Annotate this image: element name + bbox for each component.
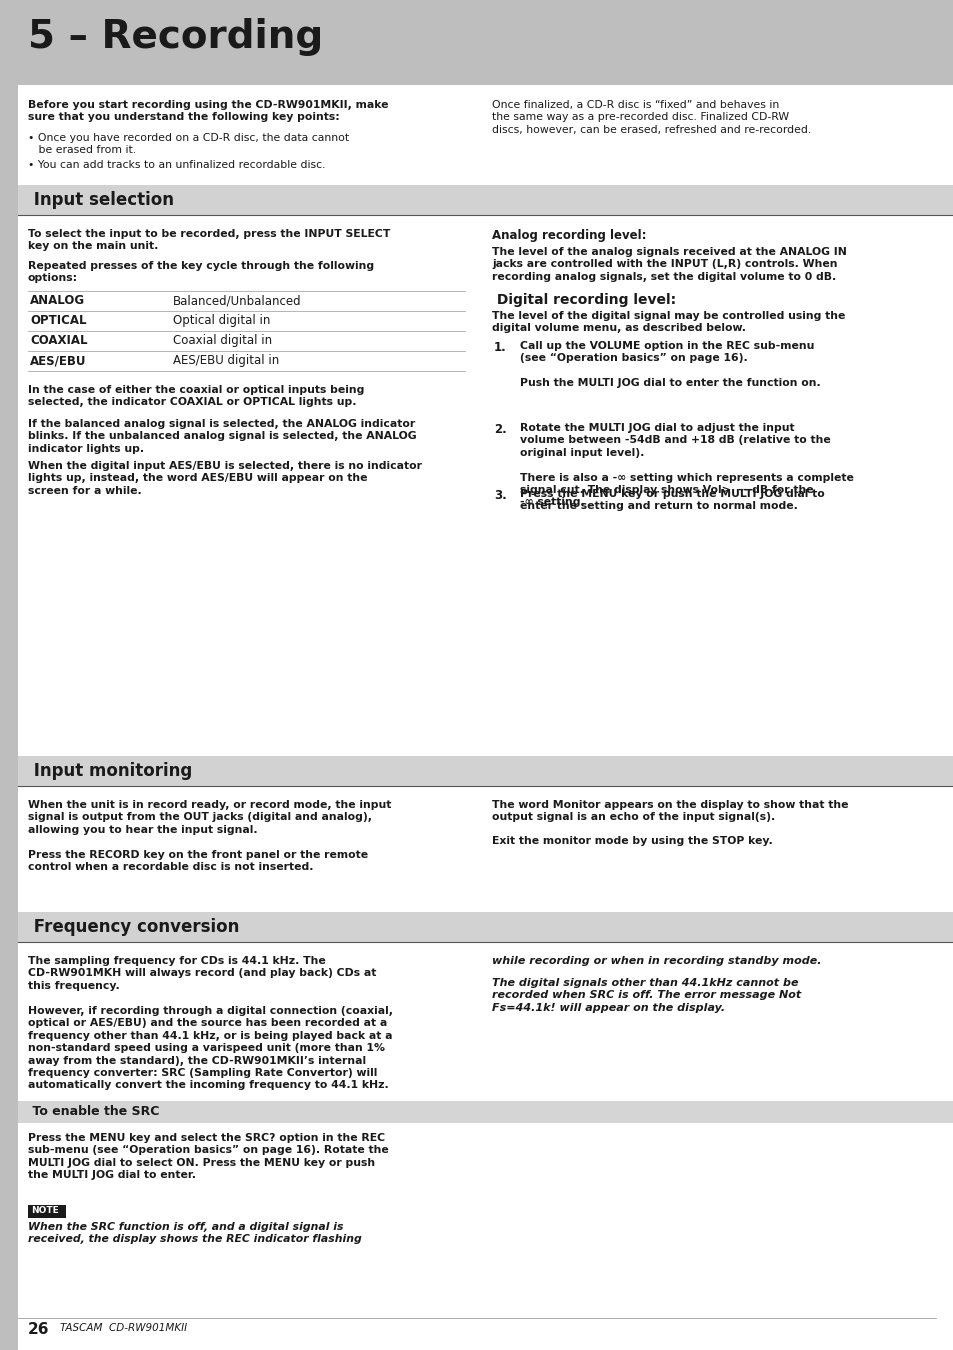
Text: When the SRC function is off, and a digital signal is
received, the display show: When the SRC function is off, and a digi…: [28, 1222, 361, 1245]
Text: NOTE: NOTE: [30, 1206, 59, 1215]
Text: while recording or when in recording standby mode.: while recording or when in recording sta…: [492, 956, 821, 967]
Text: Exit the monitor mode by using the STOP key.: Exit the monitor mode by using the STOP …: [492, 836, 772, 846]
Text: Coaxial digital in: Coaxial digital in: [172, 333, 272, 347]
Text: 3.: 3.: [494, 489, 506, 502]
Text: Optical digital in: Optical digital in: [172, 315, 270, 327]
Text: 5 – Recording: 5 – Recording: [28, 18, 323, 55]
Text: The digital signals other than 44.1kHz cannot be
recorded when SRC is off. The e: The digital signals other than 44.1kHz c…: [492, 977, 801, 1012]
Text: The word Monitor appears on the display to show that the
output signal is an ech: The word Monitor appears on the display …: [492, 801, 847, 822]
Text: To enable the SRC: To enable the SRC: [28, 1106, 159, 1118]
Text: Balanced/Unbalanced: Balanced/Unbalanced: [172, 294, 301, 306]
Text: When the digital input AES/EBU is selected, there is no indicator
lights up, ins: When the digital input AES/EBU is select…: [28, 460, 421, 495]
Text: Input monitoring: Input monitoring: [28, 761, 193, 780]
Text: 1.: 1.: [494, 342, 506, 354]
Bar: [0, 85, 18, 1350]
Bar: [18, 185, 953, 215]
Text: AES/EBU: AES/EBU: [30, 354, 87, 367]
Text: Press the MENU key and select the SRC? option in the REC
sub-menu (see “Operatio: Press the MENU key and select the SRC? o…: [28, 1133, 388, 1180]
Bar: [0, 0, 953, 85]
Bar: [18, 913, 953, 942]
Text: Call up the VOLUME option in the REC sub-menu
(see “Operation basics” on page 16: Call up the VOLUME option in the REC sub…: [519, 342, 820, 389]
Text: 26: 26: [28, 1322, 50, 1336]
Text: Digital recording level:: Digital recording level:: [492, 293, 676, 306]
Text: • Once you have recorded on a CD-R disc, the data cannot
   be erased from it.: • Once you have recorded on a CD-R disc,…: [28, 134, 349, 155]
Text: Before you start recording using the CD-RW901MKII, make
sure that you understand: Before you start recording using the CD-…: [28, 100, 388, 123]
Text: OPTICAL: OPTICAL: [30, 315, 87, 327]
Text: AES/EBU digital in: AES/EBU digital in: [172, 354, 279, 367]
Text: Repeated presses of the key cycle through the following
options:: Repeated presses of the key cycle throug…: [28, 261, 374, 284]
Text: When the unit is in record ready, or record mode, the input
signal is output fro: When the unit is in record ready, or rec…: [28, 801, 391, 834]
Text: 2.: 2.: [494, 423, 506, 436]
Bar: [18, 1102, 953, 1123]
Text: To select the input to be recorded, press the INPUT SELECT
key on the main unit.: To select the input to be recorded, pres…: [28, 230, 390, 251]
Text: If the balanced analog signal is selected, the ANALOG indicator
blinks. If the u: If the balanced analog signal is selecte…: [28, 418, 416, 454]
Text: Frequency conversion: Frequency conversion: [28, 918, 239, 936]
Text: COAXIAL: COAXIAL: [30, 333, 88, 347]
Text: The level of the analog signals received at the ANALOG IN
jacks are controlled w: The level of the analog signals received…: [492, 247, 846, 282]
Bar: [28, 1206, 66, 1218]
Text: ANALOG: ANALOG: [30, 294, 85, 306]
Text: The sampling frequency for CDs is 44.1 kHz. The
CD-RW901MKH will always record (: The sampling frequency for CDs is 44.1 k…: [28, 956, 376, 991]
Text: The level of the digital signal may be controlled using the
digital volume menu,: The level of the digital signal may be c…: [492, 310, 844, 333]
Text: Input selection: Input selection: [28, 190, 173, 209]
Text: Press the MENU key or push the MULTI JOG dial to
enter the setting and return to: Press the MENU key or push the MULTI JOG…: [519, 489, 824, 512]
Text: However, if recording through a digital connection (coaxial,
optical or AES/EBU): However, if recording through a digital …: [28, 1006, 393, 1091]
Text: Once finalized, a CD-R disc is “fixed” and behaves in
the same way as a pre-reco: Once finalized, a CD-R disc is “fixed” a…: [492, 100, 810, 135]
Text: TASCAM  CD-RW901MKII: TASCAM CD-RW901MKII: [60, 1323, 187, 1332]
Text: Press the RECORD key on the front panel or the remote
control when a recordable : Press the RECORD key on the front panel …: [28, 850, 368, 872]
Text: Analog recording level:: Analog recording level:: [492, 230, 646, 242]
Text: In the case of either the coaxial or optical inputs being
selected, the indicato: In the case of either the coaxial or opt…: [28, 385, 364, 408]
Text: • You can add tracks to an unfinalized recordable disc.: • You can add tracks to an unfinalized r…: [28, 161, 325, 170]
Bar: [18, 756, 953, 786]
Text: Rotate the MULTI JOG dial to adjust the input
volume between -54dB and +18 dB (r: Rotate the MULTI JOG dial to adjust the …: [519, 423, 853, 508]
